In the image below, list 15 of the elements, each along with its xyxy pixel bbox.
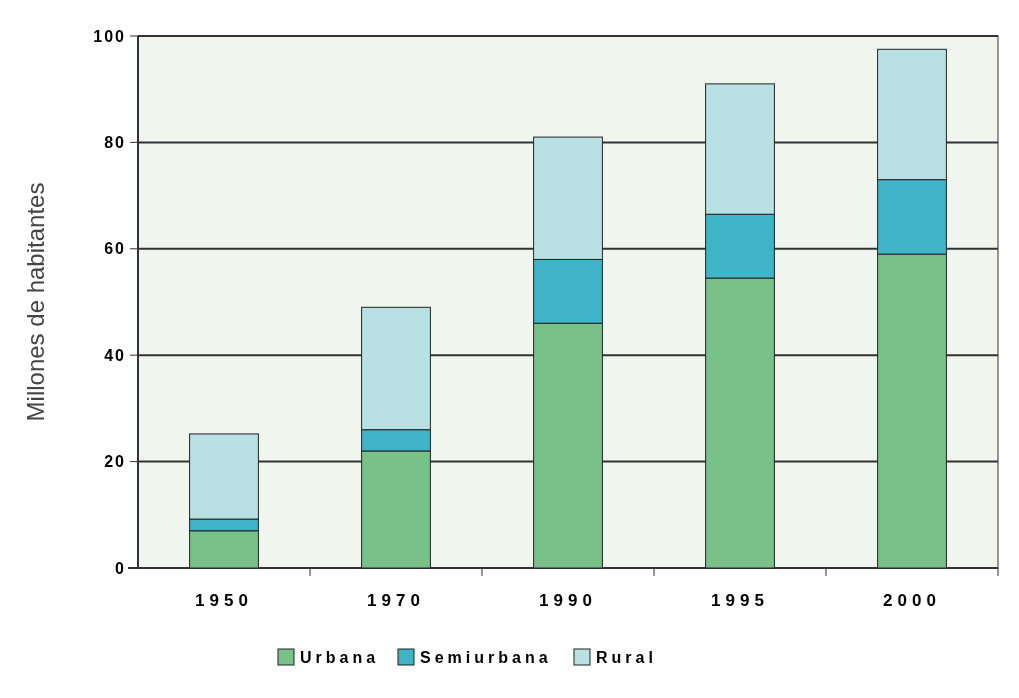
y-tick-label: 20	[104, 453, 126, 471]
y-tick-label: 80	[104, 134, 126, 151]
y-tick-label: 60	[104, 240, 126, 258]
x-tick-label: 2000	[883, 591, 941, 610]
x-tick-label: 1950	[195, 591, 253, 610]
legend-label: Rural	[596, 649, 657, 666]
y-axis-title: Millones de habitantes	[22, 182, 49, 422]
y-tick-label: 40	[104, 346, 126, 364]
y-tick-label: 0	[115, 559, 126, 577]
legend-label: Urbana	[300, 649, 380, 666]
y-tick-label: 100	[93, 27, 126, 45]
legend-label: Semiurbana	[420, 649, 552, 666]
x-tick-label: 1995	[711, 591, 769, 610]
x-tick-label: 1970	[367, 591, 425, 610]
x-tick-label: 1990	[539, 591, 597, 610]
